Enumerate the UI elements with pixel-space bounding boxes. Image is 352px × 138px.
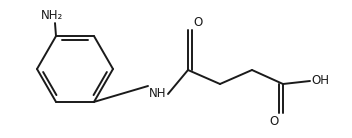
Text: O: O [193, 16, 202, 29]
Text: NH: NH [149, 87, 166, 100]
Text: O: O [269, 115, 279, 128]
Text: OH: OH [311, 74, 329, 87]
Text: NH₂: NH₂ [41, 9, 63, 22]
